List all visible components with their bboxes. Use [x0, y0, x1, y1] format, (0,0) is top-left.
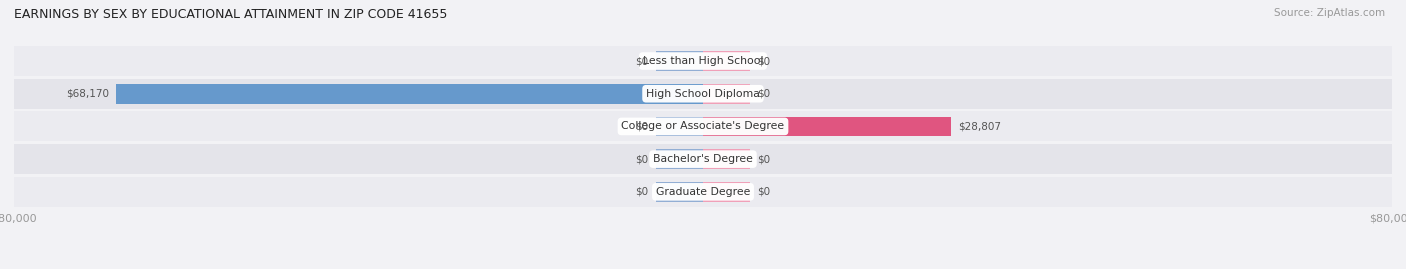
- Bar: [14, 144, 1392, 174]
- Bar: [703, 149, 751, 169]
- Bar: [14, 177, 1392, 207]
- Text: EARNINGS BY SEX BY EDUCATIONAL ATTAINMENT IN ZIP CODE 41655: EARNINGS BY SEX BY EDUCATIONAL ATTAINMEN…: [14, 8, 447, 21]
- Bar: [703, 51, 751, 71]
- Bar: [14, 79, 1392, 109]
- Text: $0: $0: [758, 187, 770, 197]
- Text: $0: $0: [636, 187, 648, 197]
- Bar: [703, 117, 950, 136]
- Text: Less than High School: Less than High School: [643, 56, 763, 66]
- Text: Graduate Degree: Graduate Degree: [655, 187, 751, 197]
- Bar: [14, 111, 1392, 141]
- Text: $68,170: $68,170: [66, 89, 110, 99]
- Text: $0: $0: [636, 121, 648, 132]
- Bar: [14, 46, 1392, 76]
- Text: Source: ZipAtlas.com: Source: ZipAtlas.com: [1274, 8, 1385, 18]
- Bar: [655, 182, 703, 202]
- Bar: [115, 84, 703, 104]
- Text: $0: $0: [758, 154, 770, 164]
- Bar: [703, 182, 751, 202]
- Text: $0: $0: [758, 89, 770, 99]
- Text: High School Diploma: High School Diploma: [647, 89, 759, 99]
- Text: Bachelor's Degree: Bachelor's Degree: [652, 154, 754, 164]
- Bar: [655, 51, 703, 71]
- Bar: [703, 84, 751, 104]
- Bar: [655, 117, 703, 136]
- Text: $0: $0: [636, 56, 648, 66]
- Text: College or Associate's Degree: College or Associate's Degree: [621, 121, 785, 132]
- Bar: [655, 149, 703, 169]
- Text: $28,807: $28,807: [957, 121, 1001, 132]
- Text: $0: $0: [758, 56, 770, 66]
- Text: $0: $0: [636, 154, 648, 164]
